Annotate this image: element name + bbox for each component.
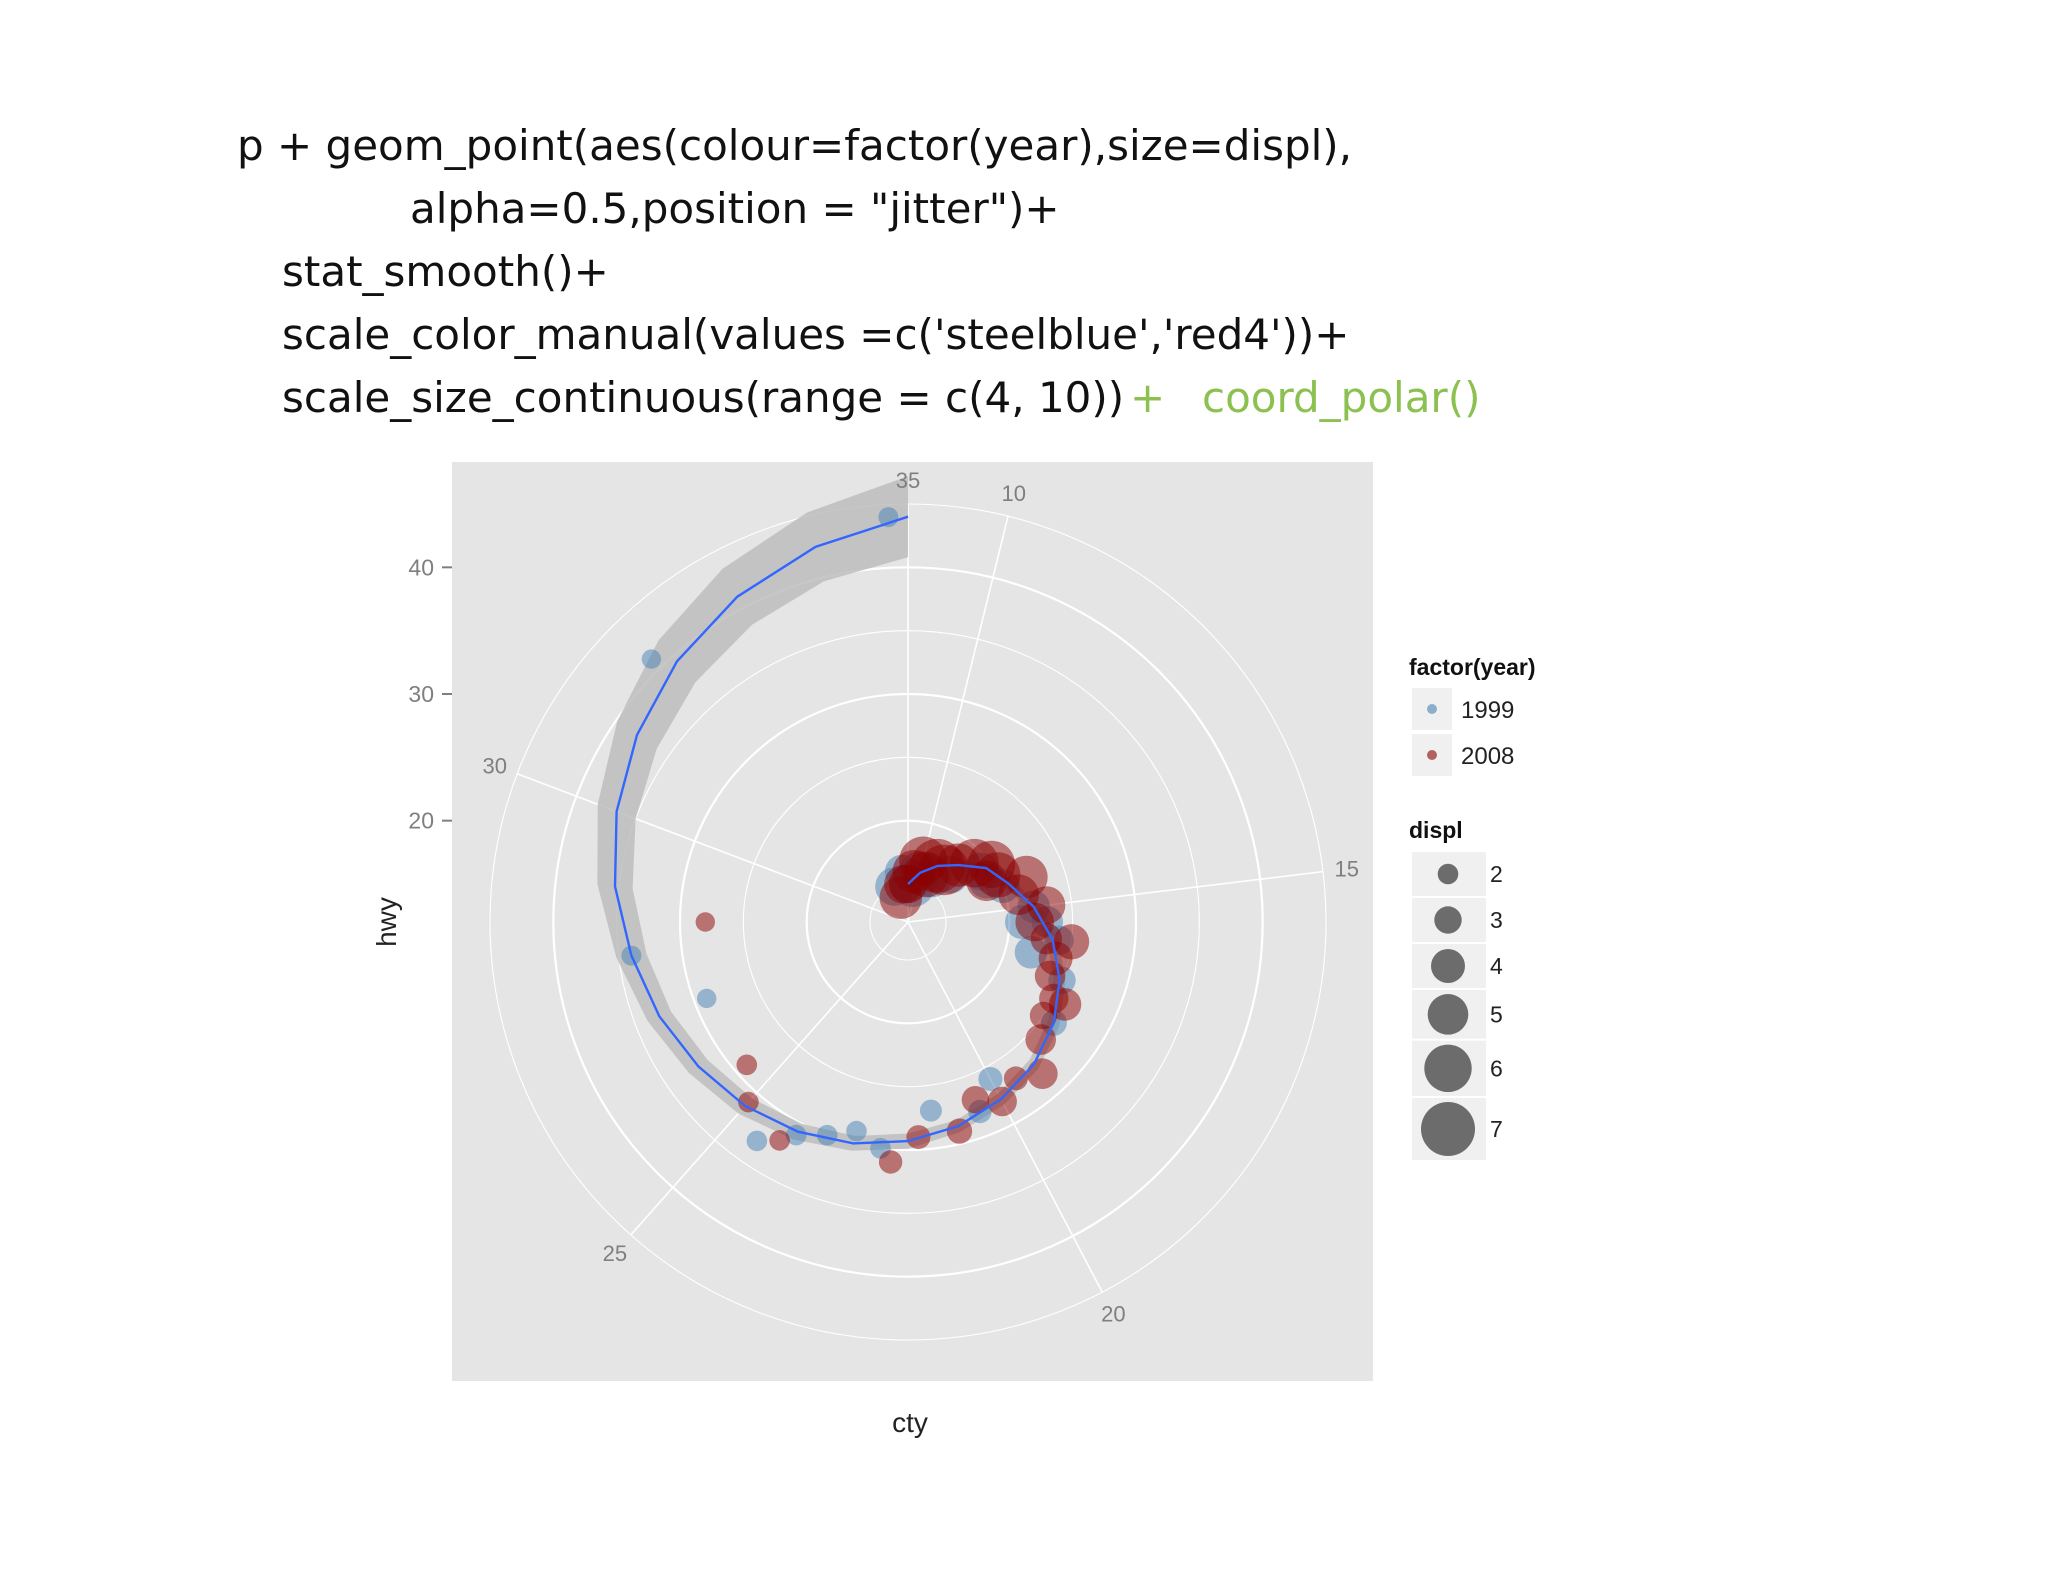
r-tick-label: 40: [408, 554, 434, 580]
r-tick-label: 20: [408, 808, 434, 834]
point-2008: [987, 1086, 1017, 1117]
legend-colour-label: 2008: [1461, 743, 1514, 770]
ribbon-layer: [597, 476, 1066, 1151]
legend-size-label: 3: [1490, 907, 1503, 933]
theta-tick-label: 10: [1002, 481, 1026, 506]
legend-size-keys: 2 3 4 5 6 7: [1412, 852, 1503, 1160]
code-line-4: scale_color_manual(values =c('steelblue'…: [282, 310, 1350, 359]
point-2008: [961, 1086, 990, 1114]
grid-spoke: [630, 921, 909, 1236]
legend-colour-label: 1999: [1461, 697, 1514, 724]
r-tick-label: 30: [408, 681, 434, 707]
code-line-1: p + geom_point(aes(colour=factor(year),s…: [237, 121, 1353, 170]
points-layer: [621, 507, 1090, 1174]
point-1999: [697, 988, 717, 1009]
legend-size-label: 2: [1490, 861, 1503, 887]
smooth-layer: [613, 515, 1061, 1145]
legend-colour-title: factor(year): [1409, 654, 1536, 680]
point-2008: [878, 1150, 903, 1174]
legend: factor(year) 1999 2008 displ 2 3 4 5 6 7: [1409, 654, 1536, 1160]
legend-size-label: 4: [1490, 953, 1503, 979]
point-1999: [746, 1130, 768, 1152]
point-1999: [919, 1099, 942, 1122]
legend-colour-dot: [1427, 704, 1437, 714]
grid-spoke: [516, 773, 909, 923]
theta-tick-label: 35: [896, 468, 920, 493]
smooth-ribbon: [597, 476, 1066, 1151]
code-line-2: alpha=0.5,position = "jitter")+: [410, 184, 1060, 233]
point-2008: [1027, 1058, 1058, 1089]
code-line-5: scale_size_continuous(range = c(4, 10)): [282, 373, 1125, 422]
point-2008: [1003, 1066, 1028, 1091]
point-1999: [785, 1124, 807, 1146]
point-2008: [738, 1091, 759, 1113]
legend-size-label: 6: [1490, 1055, 1503, 1081]
legend-size-label: 5: [1490, 1001, 1503, 1027]
code-plus: +: [1130, 373, 1166, 422]
point-1999: [641, 649, 662, 669]
legend-size-circle: [1437, 863, 1459, 885]
legend-size-label: 7: [1490, 1116, 1503, 1142]
legend-size-title: displ: [1409, 817, 1463, 843]
x-axis-title: cty: [892, 1407, 928, 1438]
legend-size-circle: [1424, 1044, 1472, 1093]
point-2008: [695, 912, 715, 932]
theta-tick-label: 15: [1335, 857, 1359, 882]
theta-tick-label: 20: [1101, 1301, 1125, 1326]
point-2008: [879, 876, 923, 919]
legend-colour-dot: [1427, 750, 1437, 760]
point-1999: [816, 1124, 838, 1146]
code-coord-polar: coord_polar(): [1202, 373, 1481, 422]
point-2008: [1039, 983, 1069, 1014]
point-2008: [736, 1054, 758, 1076]
point-1999: [978, 1067, 1003, 1091]
labels-layer: 10 15 20 25 30 35 20 30 40: [408, 468, 1359, 1326]
legend-size-circle: [1421, 1102, 1475, 1156]
point-2008: [966, 860, 1007, 902]
code-line-3: stat_smooth()+: [282, 247, 609, 296]
code-block: p + geom_point(aes(colour=factor(year),s…: [0, 0, 2048, 440]
y-axis-title: hwy: [371, 897, 402, 947]
smooth-line: [613, 515, 1061, 1145]
theta-tick-label: 30: [482, 753, 506, 778]
point-2008: [946, 1118, 973, 1144]
legend-size-circle: [1431, 949, 1465, 983]
theta-tick-label: 25: [603, 1241, 627, 1266]
legend-size-circle: [1434, 906, 1462, 934]
legend-size-circle: [1427, 994, 1469, 1035]
grid-spoke: [907, 870, 1324, 923]
legend-colour-keys: 1999 2008: [1412, 688, 1514, 776]
point-2008: [1053, 924, 1090, 960]
point-1999: [846, 1120, 867, 1142]
point-2008: [769, 1130, 790, 1151]
